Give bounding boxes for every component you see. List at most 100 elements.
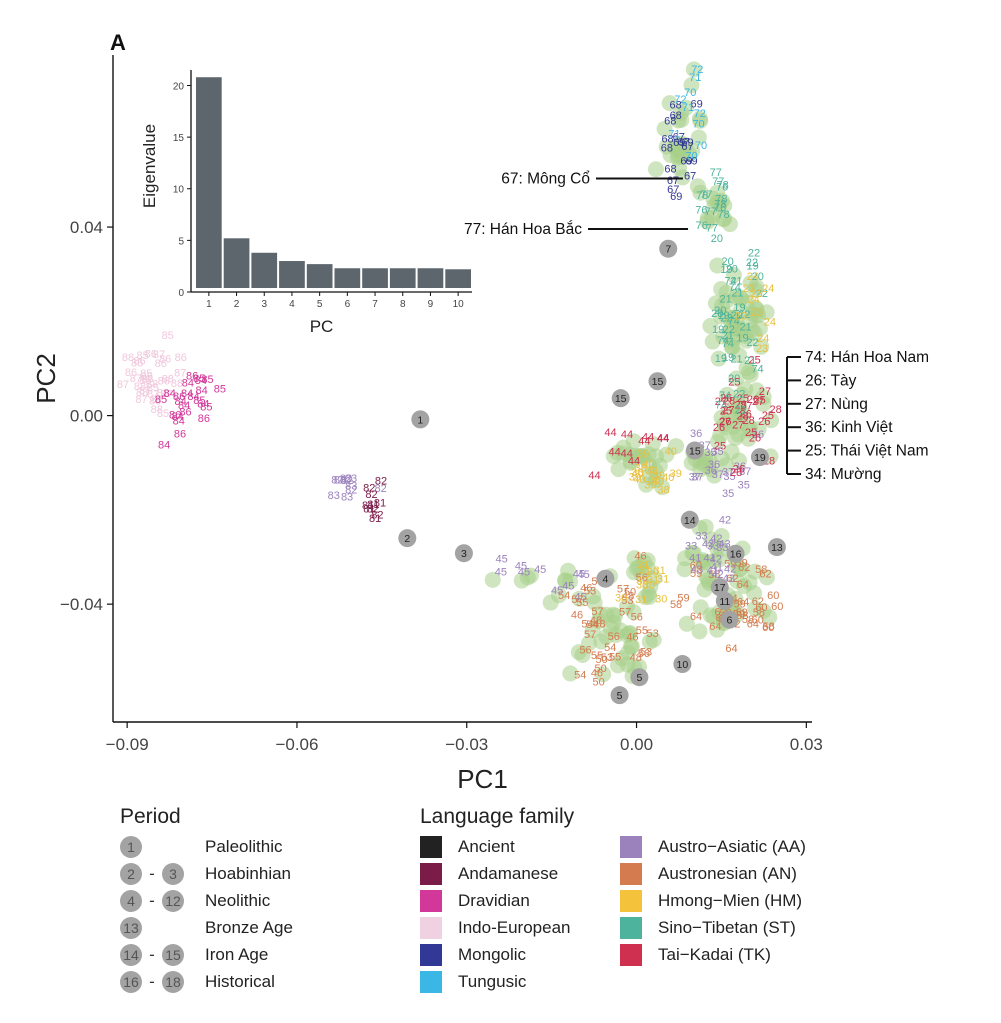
sample-point-label: 20 — [711, 233, 723, 245]
sample-point-label: 76 — [696, 220, 708, 232]
sample-point-label: 24 — [762, 283, 774, 295]
sample-point-label: 86 — [133, 356, 145, 368]
ancient-sample-marker — [596, 569, 615, 588]
sample-halo — [737, 381, 754, 398]
sample-point-label: 26 — [713, 422, 725, 434]
sample-point-label: 82 — [331, 475, 343, 487]
sample-point-label: 85 — [140, 368, 152, 380]
ancient-sample-label: 13 — [771, 542, 783, 554]
ancient-sample-marker — [659, 239, 678, 258]
sample-point-label: 53 — [646, 628, 658, 640]
sample-halo — [704, 209, 721, 226]
sample-point-label: 27 — [752, 396, 764, 408]
sample-point-label: 58 — [755, 564, 767, 576]
sample-halo — [718, 284, 735, 301]
sample-point-label: 69 — [685, 156, 697, 168]
sample-point-label: 83 — [345, 473, 357, 485]
sample-point-label: 40 — [633, 474, 645, 486]
period-label: Hoabinhian — [205, 863, 292, 883]
sample-point-label: 85 — [201, 374, 213, 386]
sample-point-label: 20 — [728, 373, 740, 385]
sample-halo — [758, 569, 775, 586]
ancient-sample-label: 5 — [617, 690, 623, 702]
sample-point-label: 46 — [634, 551, 646, 563]
sample-halo — [750, 421, 767, 438]
sample-point-label: 55 — [609, 652, 621, 664]
sample-point-label: 38 — [634, 462, 646, 474]
period-range-separator: - — [149, 944, 155, 964]
sample-point-label: 40 — [662, 472, 674, 484]
ancient-sample-marker — [610, 686, 629, 705]
sample-point-label: 74 — [719, 390, 731, 402]
sample-point-label: 56 — [608, 631, 620, 643]
sample-point-label: 82 — [341, 475, 353, 487]
sample-point-label: 42 — [724, 563, 736, 575]
sample-point-label: 74 — [715, 399, 727, 411]
ancient-sample-label: 3 — [461, 548, 467, 560]
sample-point-label: 67 — [677, 136, 689, 148]
sample-halo — [571, 590, 588, 607]
sample-point-label: 85 — [200, 401, 212, 413]
inset-x-tick-label: 1 — [206, 299, 212, 310]
sample-point-label: 21 — [731, 287, 743, 299]
sample-point-label: 37 — [689, 472, 701, 484]
callout-label: 77: Hán Hoa Bắc — [464, 221, 582, 238]
sample-point-label: 31 — [639, 565, 651, 577]
sample-point-label: 37 — [739, 466, 751, 478]
ancient-sample-marker — [630, 668, 649, 687]
sample-halo — [692, 599, 709, 616]
sample-point-label: 44 — [628, 456, 640, 468]
sample-point-label: 22 — [756, 288, 768, 300]
sample-point-label: 60 — [762, 622, 774, 634]
sample-point-label: 57 — [617, 584, 629, 596]
language-family-legend-row: Tungusic — [420, 968, 620, 995]
sample-point-label: 87 — [135, 394, 147, 406]
sample-point-label: 57 — [571, 594, 583, 606]
sample-point-label: 55 — [576, 597, 588, 609]
sample-halo — [570, 644, 587, 661]
sample-point-label: 25 — [749, 355, 761, 367]
sample-point-label: 46 — [626, 632, 638, 644]
sample-halo — [706, 467, 723, 484]
ancient-sample-marker — [726, 544, 745, 563]
sample-point-label: 57 — [584, 629, 596, 641]
sample-point-label: 86 — [131, 357, 143, 369]
sample-point-label: 42 — [710, 533, 722, 545]
period-legend: Period 1 Paleolithic 2-3 Hoabinhian 4-12 Neol… — [120, 805, 350, 995]
sample-point-label: 58 — [753, 607, 765, 619]
inset-y-tick-label: 5 — [178, 236, 184, 247]
sample-point-label: 36 — [704, 465, 716, 477]
sample-point-label: 70 — [684, 87, 696, 99]
sample-point-label: 19 — [712, 324, 724, 336]
period-marker: 18 — [162, 970, 184, 993]
sample-point-label: 45 — [551, 585, 563, 597]
sample-point-label: 87 — [147, 388, 159, 400]
sample-point-label: 25 — [753, 394, 765, 406]
sample-point-label: 86 — [155, 358, 167, 370]
sample-point-label: 42 — [710, 554, 722, 566]
sample-point-label: 82 — [363, 482, 375, 494]
sample-point-label: 44 — [588, 470, 600, 482]
sample-point-label: 64 — [737, 579, 749, 591]
sample-point-label: 69 — [673, 137, 685, 149]
sample-point-label: 69 — [680, 155, 692, 167]
sample-point-label: 31 — [635, 594, 647, 606]
sample-point-label: 22 — [746, 257, 758, 269]
language-family-legend-row: Mongolic — [420, 941, 620, 968]
inset-x-tick-label: 7 — [372, 299, 378, 310]
sample-point-label: 86 — [179, 406, 191, 418]
sample-halo — [690, 129, 707, 146]
period-legend-row: 13 Bronze Age — [120, 914, 350, 941]
color-swatch — [420, 943, 442, 966]
inset-x-tick-label: 9 — [428, 299, 434, 310]
ancient-sample-marker — [720, 610, 739, 629]
sample-point-label: 84 — [182, 377, 194, 389]
sample-point-label: 45 — [495, 566, 507, 578]
sample-point-label: 40 — [632, 468, 644, 480]
sample-halo — [593, 633, 610, 650]
sample-halo — [610, 657, 627, 674]
sample-point-label: 26 — [747, 394, 759, 406]
sample-point-label: 86 — [198, 413, 210, 425]
sample-halo — [720, 404, 737, 421]
color-swatch — [620, 916, 642, 939]
